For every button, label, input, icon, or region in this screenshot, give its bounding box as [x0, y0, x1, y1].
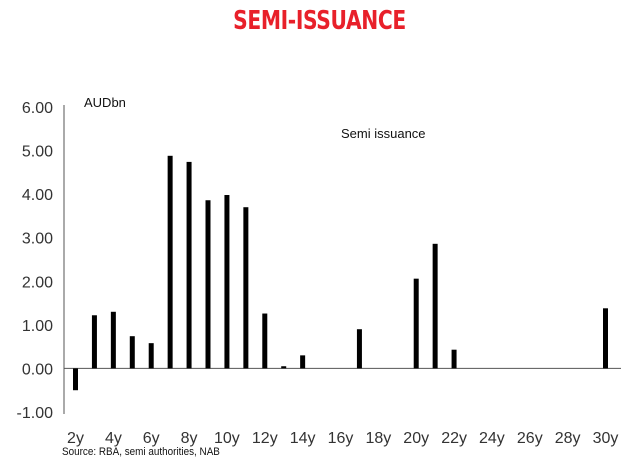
bar-17y: [356, 329, 362, 369]
bar-8y: [186, 161, 192, 369]
x-tick-label: 16y: [328, 430, 354, 447]
x-tick-label: 28y: [555, 430, 581, 447]
x-tick-label: 14y: [290, 430, 316, 447]
axes: [63, 105, 621, 414]
x-tick-labels: 2y 4y 6y 8y 10y 12y 14y 16y 18y 20y 22y 24y 26y 28y 30…: [67, 430, 618, 447]
x-tick-label: 18y: [366, 430, 392, 447]
x-tick-label: 22y: [441, 430, 467, 447]
y-tick-labels: 6.00 5.00 4.00 3.00 2.00 1.00 0.00 -1.00: [17, 100, 54, 422]
bar-13y: [281, 366, 287, 369]
bars: [73, 155, 608, 391]
bar-20y: [413, 278, 419, 369]
y-tick-label: 5.00: [22, 144, 53, 161]
bar-14y: [300, 355, 306, 369]
bar-4y: [110, 311, 116, 369]
bar-12y: [262, 313, 268, 369]
source-note: Source: RBA, semi authorities, NAB: [62, 446, 220, 458]
bar-11y: [243, 207, 249, 369]
bar-5y: [129, 336, 135, 369]
bar-21y: [432, 243, 438, 369]
bar-7y: [167, 155, 173, 369]
x-tick-label: 10y: [214, 430, 240, 447]
y-tick-label: 0.00: [22, 361, 53, 378]
x-tick-label: 8y: [181, 430, 198, 447]
x-tick-label: 24y: [479, 430, 505, 447]
x-tick-label: 30y: [593, 430, 619, 447]
y-tick-label: 6.00: [22, 100, 53, 117]
bar-22y: [451, 349, 457, 369]
y-tick-label: 2.00: [22, 274, 53, 291]
y-tick-label: -1.00: [17, 405, 54, 422]
bar-10y: [224, 195, 230, 369]
x-tick-label: 26y: [517, 430, 543, 447]
y-tick-label: 3.00: [22, 231, 53, 248]
bar-3y: [91, 315, 97, 369]
bar-2y: [73, 368, 78, 391]
unit-label: AUDbn: [84, 95, 126, 110]
series-label: Semi issuance: [341, 126, 426, 141]
bar-6y: [148, 343, 154, 369]
x-tick-label: 20y: [403, 430, 429, 447]
chart-title: SEMI-ISSUANCE: [233, 6, 406, 36]
x-tick-label: 2y: [67, 430, 84, 447]
x-tick-label: 4y: [105, 430, 122, 447]
bar-30y: [603, 308, 608, 369]
bar-9y: [205, 200, 211, 369]
x-tick-label: 12y: [252, 430, 278, 447]
x-tick-label: 6y: [143, 430, 160, 447]
y-tick-label: 4.00: [22, 187, 53, 204]
y-tick-label: 1.00: [22, 318, 53, 335]
